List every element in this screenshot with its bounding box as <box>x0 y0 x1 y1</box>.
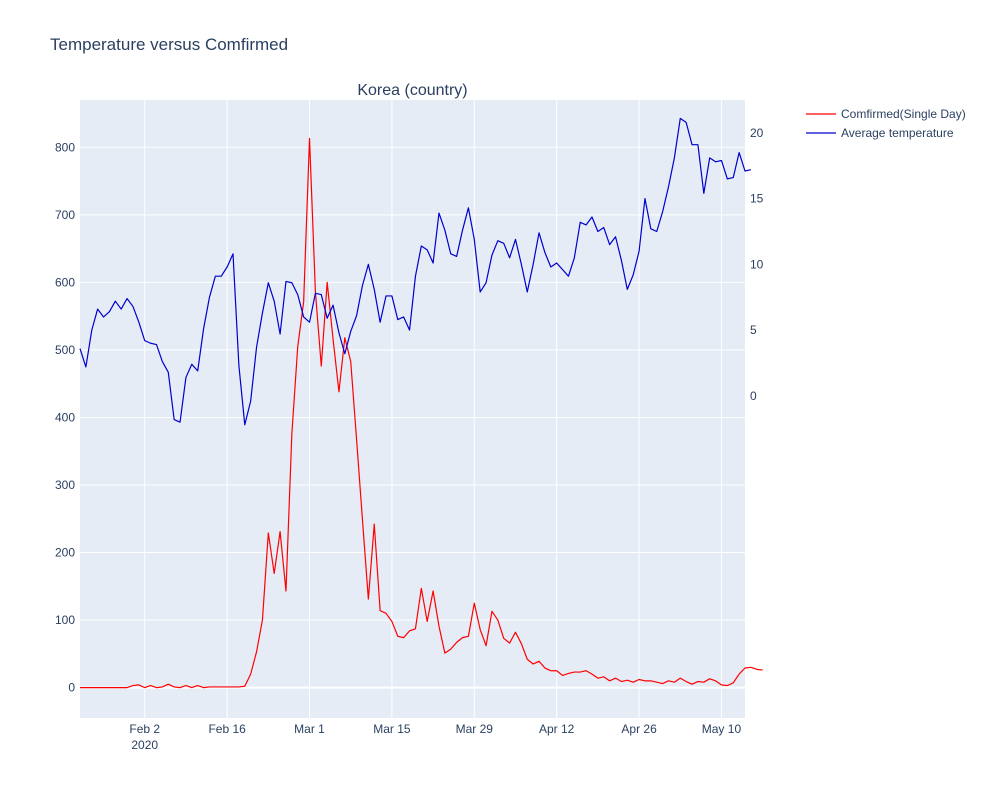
y-left-tick-label: 700 <box>55 208 75 222</box>
plot-area <box>80 100 745 718</box>
y-right-tick-label: 15 <box>750 192 764 206</box>
y-right-tick-label: 10 <box>750 257 764 271</box>
y-left-tick-label: 300 <box>55 478 75 492</box>
y-right-tick-label: 20 <box>750 126 764 140</box>
confirmed-line <box>80 137 763 689</box>
y-left-tick-label: 500 <box>55 343 75 357</box>
axis-tick-labels: Feb 2 2020 Feb 16 Mar 1 Mar 15 Mar 29 Apr 12 Ap… <box>55 126 764 752</box>
y-left-tick-label: 800 <box>55 140 75 154</box>
x-tick-sublabel: 2020 <box>131 738 158 752</box>
x-tick-label: Mar 1 <box>294 722 325 736</box>
y-left-tick-label: 400 <box>55 410 75 424</box>
legend[interactable]: Comfirmed(Single Day) Average temperatur… <box>806 107 966 140</box>
page-title: Temperature versus Comfirmed <box>50 35 288 54</box>
y-left-tick-label: 100 <box>55 613 75 627</box>
x-tick-label: Feb 16 <box>208 722 246 736</box>
y-right-tick-label: 5 <box>750 323 757 337</box>
x-tick-label: Mar 29 <box>456 722 494 736</box>
subplot-title: Korea (country) <box>357 82 467 99</box>
grid-lines <box>80 100 745 718</box>
x-tick-label: Apr 12 <box>539 722 575 736</box>
legend-label-confirmed: Comfirmed(Single Day) <box>841 107 966 121</box>
series-layer <box>79 117 763 689</box>
x-tick-label: Apr 26 <box>621 722 657 736</box>
x-tick-label: Feb 2 <box>129 722 160 736</box>
y-right-tick-label: 0 <box>750 389 757 403</box>
legend-label-temperature: Average temperature <box>841 126 954 140</box>
x-tick-label: May 10 <box>702 722 742 736</box>
y-left-tick-label: 0 <box>68 681 75 695</box>
y-left-tick-label: 200 <box>55 546 75 560</box>
temperature-line <box>79 117 752 426</box>
x-tick-label: Mar 15 <box>373 722 411 736</box>
y-left-tick-label: 600 <box>55 275 75 289</box>
